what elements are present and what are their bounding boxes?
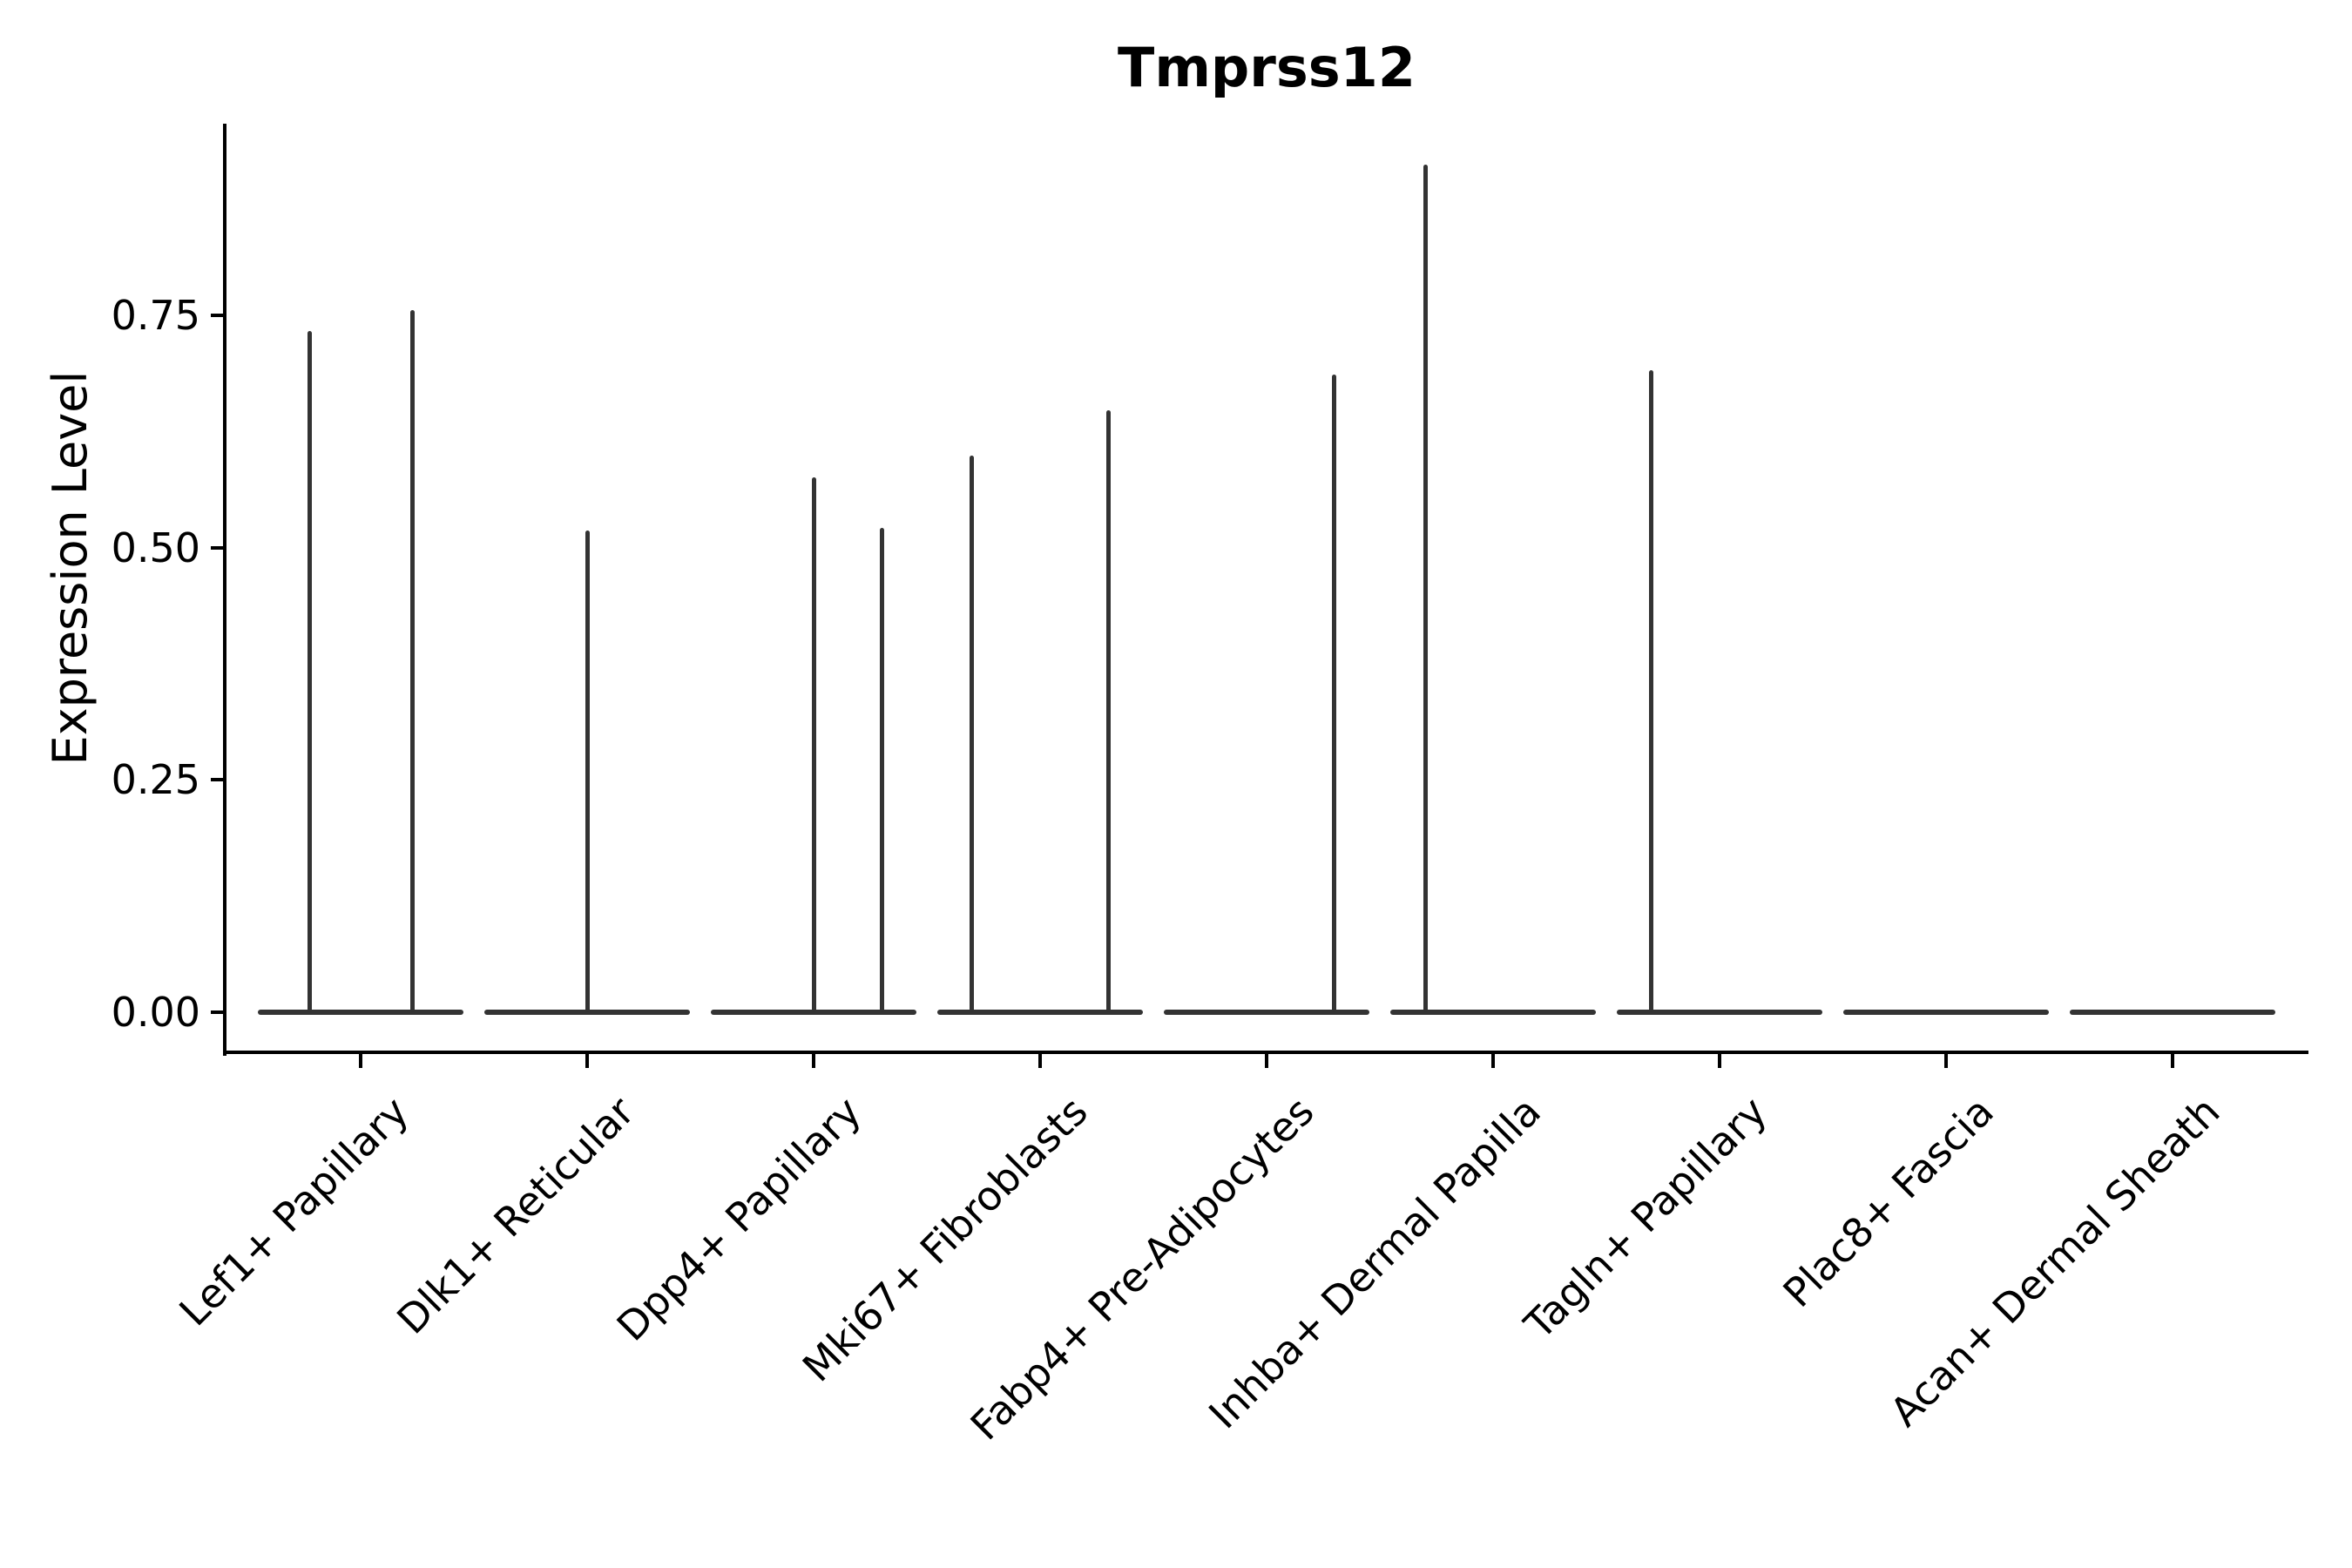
- violin-spike: [1331, 375, 1336, 1012]
- x-tick-label: Tagln+ Papillary: [1515, 1087, 1776, 1348]
- y-tick-label: 0.75: [111, 291, 200, 339]
- x-tick: [359, 1054, 362, 1068]
- x-tick: [585, 1054, 589, 1068]
- x-tick-label: Lef1+ Papillary: [169, 1087, 417, 1335]
- x-tick-label: Plac8+ Fascia: [1774, 1087, 2003, 1316]
- x-tick-label: Dpp4+ Papillary: [607, 1087, 870, 1350]
- violin-base: [1617, 1010, 1822, 1015]
- violin-base: [937, 1010, 1143, 1015]
- y-tick: [211, 1010, 225, 1014]
- x-tick: [1038, 1054, 1042, 1068]
- violin-spike: [585, 531, 590, 1012]
- x-tick: [1265, 1054, 1268, 1068]
- violin-spike: [1423, 165, 1428, 1012]
- y-tick: [211, 545, 225, 550]
- x-tick-label: Dlk1+ Reticular: [388, 1087, 644, 1343]
- y-axis-spine: [223, 124, 226, 1056]
- x-tick: [1944, 1054, 1948, 1068]
- violin-base: [711, 1010, 916, 1015]
- violin-base: [1843, 1010, 2049, 1015]
- violin-spike: [969, 456, 974, 1012]
- violin-spike: [307, 331, 312, 1012]
- x-axis-spine: [225, 1051, 2308, 1054]
- violin-spike: [879, 528, 884, 1012]
- x-tick: [2171, 1054, 2174, 1068]
- violin-base: [1164, 1010, 1369, 1015]
- y-tick-label: 0.50: [111, 524, 200, 571]
- y-tick: [211, 313, 225, 317]
- y-tick-label: 0.25: [111, 756, 200, 804]
- x-tick: [812, 1054, 815, 1068]
- violin-base: [1390, 1010, 1596, 1015]
- x-tick: [1718, 1054, 1721, 1068]
- violin-base: [258, 1010, 463, 1015]
- violin-spike: [811, 476, 816, 1012]
- violin-base: [2070, 1010, 2275, 1015]
- y-tick-label: 0.00: [111, 989, 200, 1036]
- violin-spike: [1648, 369, 1653, 1012]
- plot-title: Tmprss12: [1118, 36, 1416, 99]
- y-tick: [211, 778, 225, 782]
- y-axis-label: Expression Level: [43, 370, 98, 766]
- violin-base: [484, 1010, 690, 1015]
- violin-spike: [1105, 409, 1111, 1012]
- x-tick: [1491, 1054, 1495, 1068]
- violin-spike: [409, 309, 415, 1012]
